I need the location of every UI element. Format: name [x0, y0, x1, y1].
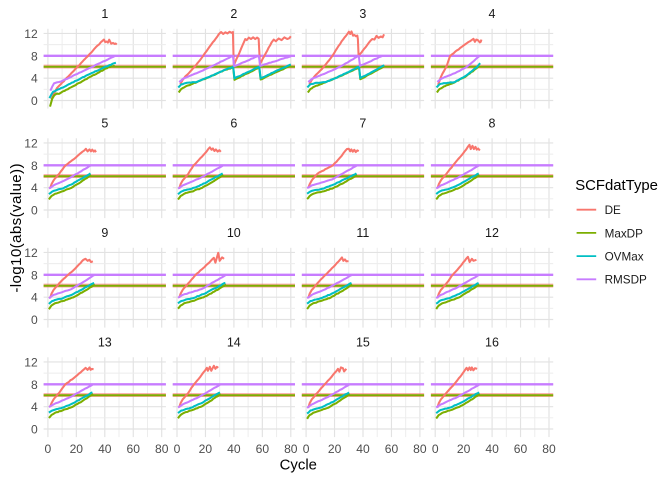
svg-text:12: 12	[24, 355, 38, 369]
svg-text:8: 8	[31, 268, 38, 282]
svg-text:1: 1	[101, 7, 108, 21]
svg-text:20: 20	[70, 442, 84, 456]
svg-text:40: 40	[485, 442, 499, 456]
svg-text:4: 4	[31, 400, 38, 414]
svg-text:0: 0	[174, 442, 181, 456]
svg-text:20: 20	[457, 442, 471, 456]
svg-text:4: 4	[489, 7, 496, 21]
svg-text:8: 8	[31, 49, 38, 63]
svg-text:10: 10	[227, 226, 241, 240]
svg-text:4: 4	[31, 291, 38, 305]
svg-text:0: 0	[31, 94, 38, 108]
svg-text:SCFdatType: SCFdatType	[575, 178, 658, 194]
svg-text:0: 0	[432, 442, 439, 456]
svg-text:12: 12	[24, 246, 38, 260]
svg-text:2: 2	[230, 7, 237, 21]
svg-text:Cycle: Cycle	[280, 457, 317, 473]
svg-text:0: 0	[31, 204, 38, 218]
svg-text:80: 80	[542, 442, 556, 456]
svg-text:5: 5	[101, 117, 108, 131]
svg-text:40: 40	[227, 442, 241, 456]
svg-text:14: 14	[227, 336, 241, 350]
svg-text:13: 13	[98, 336, 112, 350]
svg-text:8: 8	[31, 159, 38, 173]
svg-text:12: 12	[485, 226, 499, 240]
svg-text:60: 60	[385, 442, 399, 456]
svg-text:20: 20	[328, 442, 342, 456]
svg-text:OVMax: OVMax	[605, 251, 644, 264]
svg-text:16: 16	[485, 336, 499, 350]
svg-text:MaxDP: MaxDP	[605, 227, 644, 240]
svg-text:60: 60	[126, 442, 140, 456]
svg-text:RMSDP: RMSDP	[605, 274, 647, 287]
svg-text:11: 11	[356, 226, 369, 240]
svg-text:80: 80	[155, 442, 169, 456]
svg-text:6: 6	[230, 117, 237, 131]
svg-text:80: 80	[284, 442, 298, 456]
svg-text:3: 3	[359, 7, 366, 21]
svg-text:12: 12	[24, 27, 38, 41]
svg-text:20: 20	[199, 442, 213, 456]
svg-text:40: 40	[356, 442, 370, 456]
svg-text:8: 8	[31, 378, 38, 392]
svg-text:8: 8	[489, 117, 496, 131]
svg-text:0: 0	[31, 313, 38, 327]
svg-text:7: 7	[359, 117, 366, 131]
svg-text:DE: DE	[605, 204, 621, 217]
svg-text:4: 4	[31, 181, 38, 195]
svg-text:80: 80	[413, 442, 427, 456]
svg-text:60: 60	[256, 442, 270, 456]
svg-text:60: 60	[514, 442, 528, 456]
svg-text:0: 0	[303, 442, 310, 456]
svg-text:40: 40	[98, 442, 112, 456]
svg-text:9: 9	[101, 226, 108, 240]
svg-text:0: 0	[45, 442, 52, 456]
svg-text:-log10(abs(value)): -log10(abs(value))	[8, 163, 25, 293]
svg-text:4: 4	[31, 72, 38, 86]
svg-text:15: 15	[356, 336, 370, 350]
svg-text:0: 0	[31, 423, 38, 437]
svg-text:12: 12	[24, 136, 38, 150]
